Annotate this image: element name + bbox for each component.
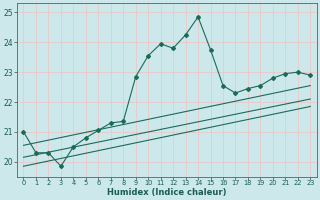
X-axis label: Humidex (Indice chaleur): Humidex (Indice chaleur) <box>107 188 227 197</box>
